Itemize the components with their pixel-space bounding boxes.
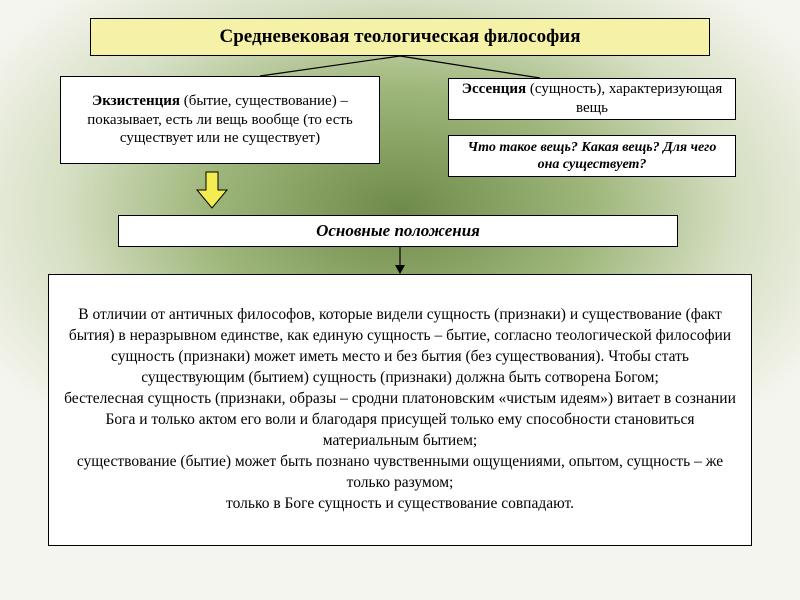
body-box: В отличии от античных философов, которые… <box>48 274 752 546</box>
existence-box: Экзистенция (бытие, существование) – пок… <box>60 76 380 164</box>
question-box: Что такое вещь? Какая вещь? Для чего она… <box>448 135 736 177</box>
existence-bold: Экзистенция <box>92 93 180 109</box>
main-positions-box: Основные положения <box>118 215 678 247</box>
essence-rest: (сущность), характеризующая вещь <box>526 81 722 116</box>
down-arrow-icon <box>195 170 229 210</box>
question-text: Что такое вещь? Какая вещь? Для чего она… <box>457 139 727 174</box>
main-positions-text: Основные положения <box>316 220 480 241</box>
title-box: Средневековая теологическая философия <box>90 18 710 56</box>
existence-text: Экзистенция (бытие, существование) – пок… <box>69 92 371 148</box>
essence-text: Эссенция (сущность), характеризующая вещ… <box>457 80 727 118</box>
body-text: В отличии от античных философов, которые… <box>63 305 737 514</box>
essence-bold: Эссенция <box>462 81 526 97</box>
essence-box: Эссенция (сущность), характеризующая вещ… <box>448 78 736 120</box>
title-text: Средневековая теологическая философия <box>220 25 581 49</box>
